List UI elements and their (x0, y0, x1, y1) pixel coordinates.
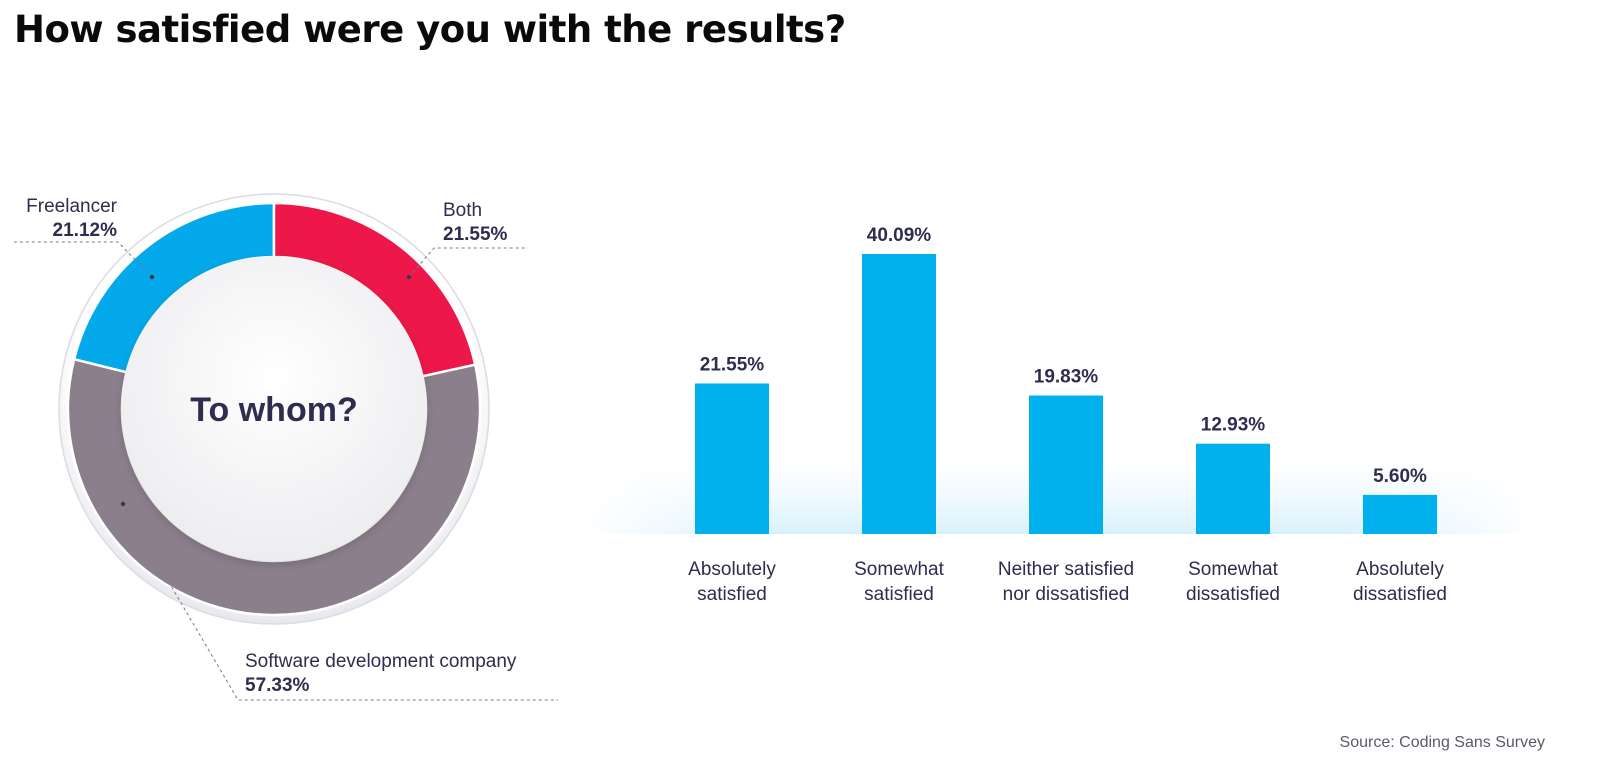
bar-category-label-2-line-2: satisfied (864, 584, 934, 605)
bar-category-label-3-line-2: nor dissatisfied (1003, 584, 1130, 605)
bar-category-label-5-line-1: Absolutely (1356, 559, 1444, 580)
bar-chart: 21.55% Absolutely satisfied 40.09% Somewhat s… (688, 225, 1447, 605)
donut-label-both: Both (443, 200, 482, 221)
donut-center (122, 257, 426, 561)
bar-2 (862, 254, 936, 534)
donut-chart (66, 201, 482, 617)
bar-1 (695, 383, 769, 534)
donut-center-title: To whom? (190, 391, 357, 429)
leader-line-both (408, 247, 528, 278)
bar-category-label-1-line-1: Absolutely (688, 559, 776, 580)
bar-value-label-1: 21.55% (700, 354, 765, 375)
bar-category-label-3-line-1: Neither satisfied (998, 559, 1134, 580)
donut-value-freelancer: 21.12% (53, 220, 118, 241)
donut-label-freelancer: Freelancer (26, 196, 117, 217)
donut-labels: Freelancer 21.12% Both 21.55% Software devel… (26, 196, 517, 696)
source-note: Source: Coding Sans Survey (1339, 734, 1545, 751)
bar-category-label-5-line-2: dissatisfied (1353, 584, 1447, 605)
bar-value-label-5: 5.60% (1373, 466, 1427, 487)
bar-value-label-2: 40.09% (867, 225, 932, 246)
leader-line-freelancer (14, 241, 153, 278)
leader-dot-company (120, 501, 126, 507)
donut-value-company: 57.33% (245, 675, 310, 696)
donut-value-both: 21.55% (443, 224, 508, 245)
bar-category-label-4-line-1: Somewhat (1188, 559, 1278, 580)
bar-4 (1196, 443, 1270, 534)
bar-value-label-3: 19.83% (1034, 367, 1099, 388)
bar-value-label-4: 12.93% (1201, 415, 1266, 436)
leader-dot-both (406, 274, 412, 280)
bar-3 (1029, 395, 1103, 534)
bar-5 (1363, 494, 1437, 534)
donut-label-company: Software development company (245, 651, 517, 672)
leader-line-company (122, 503, 558, 701)
bar-category-label-4-line-2: dissatisfied (1186, 584, 1280, 605)
bar-category-label-1-line-2: satisfied (697, 584, 767, 605)
page-title: How satisfied were you with the results? (14, 8, 846, 51)
bar-category-label-2-line-1: Somewhat (854, 559, 944, 580)
leader-dot-freelancer (149, 274, 155, 280)
donut-leader-lines (14, 241, 558, 701)
